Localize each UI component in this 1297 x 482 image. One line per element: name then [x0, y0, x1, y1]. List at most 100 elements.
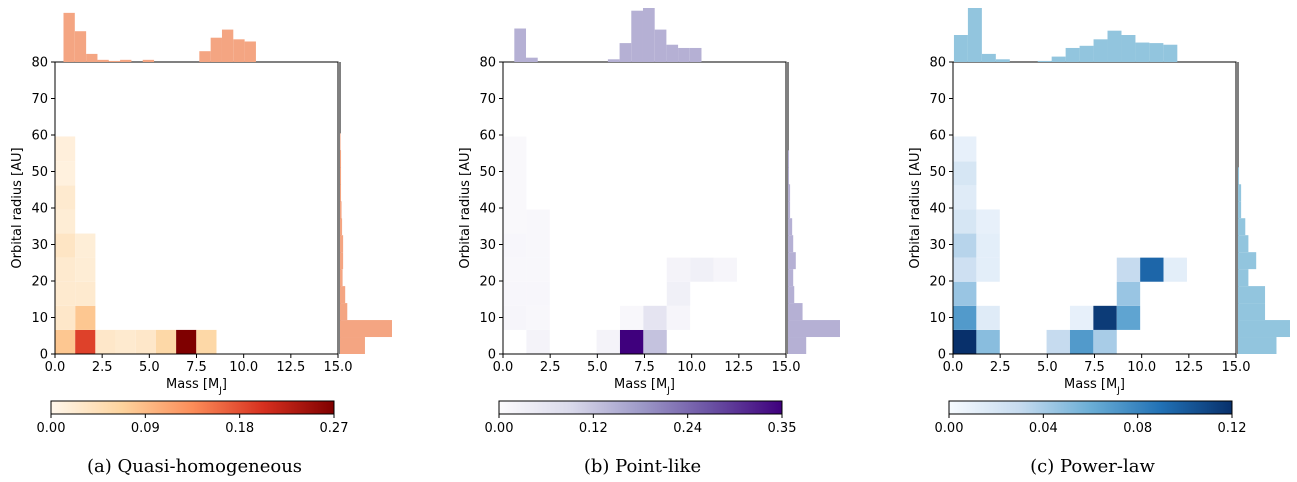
y-tick-label: 20	[929, 275, 946, 290]
right-hist-bar	[340, 320, 392, 338]
x-tick-label: 7.5	[186, 360, 207, 375]
y-tick-label: 60	[31, 129, 48, 144]
plot-frame	[54, 61, 339, 355]
y-tick-label: 80	[929, 56, 946, 71]
heatmap-cell	[976, 329, 1000, 354]
heatmap-cell	[1093, 329, 1117, 354]
right-hist-bar	[788, 337, 807, 354]
x-tick-label: 10.0	[229, 360, 258, 375]
x-tick-label: 5.0	[1037, 360, 1058, 375]
heatmap-cell	[55, 329, 76, 354]
top-hist-bar	[689, 47, 702, 62]
colorbar-tick-label: 0.04	[1029, 421, 1058, 436]
y-tick-label: 70	[31, 92, 48, 107]
colorbar	[948, 400, 1233, 415]
top-hist-bar	[142, 59, 155, 62]
colorbar-tick-label: 0.00	[485, 421, 514, 436]
right-hist-bar	[1238, 167, 1240, 185]
right-hist-bar	[788, 218, 793, 236]
heatmap-cell	[953, 185, 977, 210]
heatmap-cell	[666, 257, 691, 282]
y-tick-label: 0	[40, 348, 48, 363]
heatmap-cell	[713, 257, 737, 282]
x-axis-label-main: Mass [M	[614, 377, 667, 392]
top-hist-bar	[619, 43, 632, 62]
x-tick-label: 12.5	[1174, 360, 1203, 375]
heatmap-cell	[953, 233, 977, 258]
top-hist-bar	[1079, 45, 1094, 62]
heatmap-cell	[55, 185, 76, 210]
colorbar-tick-label: 0.09	[131, 421, 160, 436]
x-tick-label: 15.0	[772, 360, 801, 375]
panel-caption: (c) Power-law	[1030, 456, 1155, 477]
heatmap-cell	[976, 305, 1000, 330]
heatmap-cell	[1069, 305, 1094, 330]
x-tick-label: 5.0	[587, 360, 608, 375]
top-hist-bar	[953, 35, 968, 62]
x-tick-label: 10.0	[677, 360, 706, 375]
colorbar	[50, 400, 335, 415]
y-tick-label: 50	[479, 165, 496, 180]
panel-2: 0.0 2.5 5.0 7.5 10.0 12.5 15.0 0 10 20 30 40 50 60 70 8…	[458, 8, 840, 477]
heatmap-cell	[503, 257, 527, 282]
heatmap-cell	[1069, 329, 1094, 354]
top-hist-bar	[74, 31, 87, 62]
right-marginal-histogram	[339, 62, 392, 354]
heatmap-cell	[953, 257, 977, 282]
x-tick-label: 15.0	[324, 360, 353, 375]
right-hist-bar	[340, 235, 344, 253]
y-tick-label: 70	[479, 92, 496, 107]
x-axis-label-sub: J	[666, 386, 670, 396]
heatmap-cell	[196, 329, 217, 354]
y-tick-label: 0	[938, 348, 946, 363]
heatmap-cell	[666, 281, 691, 306]
y-tick-label: 60	[479, 129, 496, 144]
heatmap-cell	[135, 329, 156, 354]
y-axis-label: Orbital radius [AU]	[908, 147, 923, 268]
heatmap-cell	[526, 233, 550, 258]
right-hist-bar	[788, 184, 791, 202]
heatmap-cell	[953, 161, 977, 186]
right-marginal-histogram	[1237, 62, 1290, 354]
x-tick-label: 12.5	[276, 360, 305, 375]
heatmap-cell	[1116, 281, 1141, 306]
x-tick-label: 2.5	[92, 360, 113, 375]
top-hist-bar	[210, 37, 222, 62]
right-hist-bar	[788, 303, 803, 321]
heatmap-cell	[155, 329, 177, 354]
heatmap-cell	[1046, 329, 1070, 354]
top-hist-bar	[199, 51, 211, 62]
heatmap-cell	[503, 136, 527, 210]
x-axis-label: Mass [MJ]	[614, 377, 675, 396]
heatmap-cell	[526, 329, 550, 354]
y-tick-label: 40	[31, 202, 48, 217]
y-tick-label: 0	[488, 348, 496, 363]
top-hist-bar	[63, 12, 75, 62]
y-tick-label: 30	[31, 238, 48, 253]
right-hist-bar	[1238, 235, 1249, 253]
x-tick-label: 0.0	[943, 360, 964, 375]
top-hist-bar	[1107, 30, 1122, 62]
heatmap-cell	[503, 281, 527, 306]
x-tick-label: 0.0	[493, 360, 514, 375]
top-hist-bar	[244, 41, 256, 62]
colorbar-tick-label: 0.12	[579, 421, 608, 436]
heatmap-cell	[1163, 257, 1187, 282]
y-tick-label: 40	[479, 202, 496, 217]
y-tick-label: 80	[31, 56, 48, 71]
x-tick-label: 15.0	[1222, 360, 1251, 375]
right-hist-bar	[1238, 286, 1266, 304]
top-hist-bar	[97, 59, 109, 62]
heatmap-cell	[95, 329, 116, 354]
heatmap-cell	[55, 209, 76, 234]
right-marginal-histogram	[787, 62, 840, 354]
right-hist-bar	[788, 252, 796, 270]
heatmap-cell	[55, 233, 76, 258]
right-hist-bar	[1238, 252, 1257, 270]
heatmap-cell	[1116, 305, 1141, 330]
top-hist-bar	[631, 10, 643, 62]
right-hist-bar	[340, 133, 341, 151]
top-hist-bar	[221, 29, 234, 63]
right-hist-bar	[1238, 218, 1246, 236]
x-tick-label: 2.5	[540, 360, 561, 375]
